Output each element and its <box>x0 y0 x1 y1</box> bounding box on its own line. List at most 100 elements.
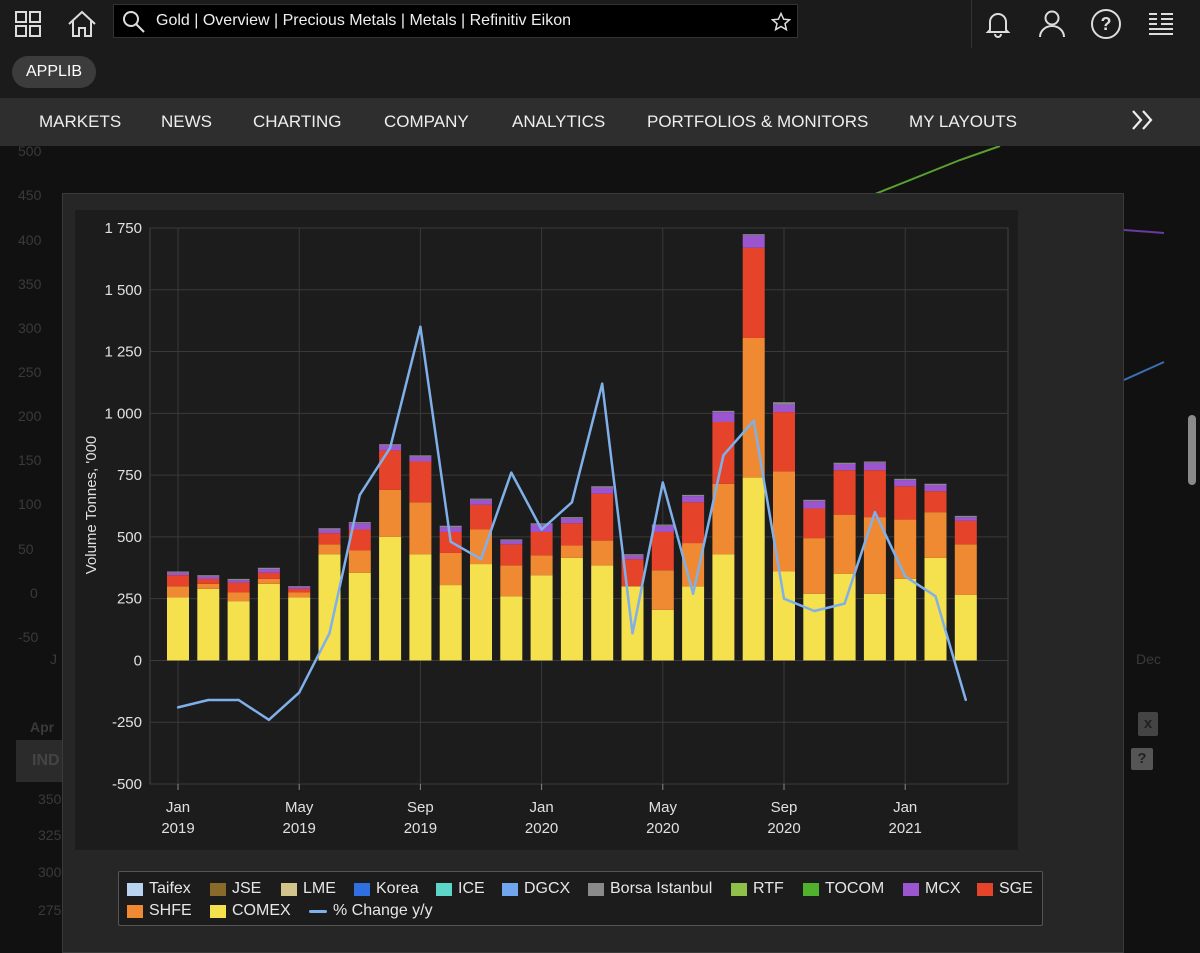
pct-change-point <box>782 597 786 600</box>
bar-sge <box>833 470 856 515</box>
nav-my-layouts[interactable]: MY LAYOUTS <box>909 112 1018 131</box>
bell-icon[interactable] <box>973 0 1023 48</box>
nav-markets[interactable]: MARKETS <box>39 112 122 131</box>
scrollbar-thumb[interactable] <box>1188 415 1196 485</box>
search-text[interactable]: Gold | Overview | Precious Metals | Meta… <box>156 12 571 29</box>
bar-comex <box>954 594 977 661</box>
legend-line-swatch <box>309 909 327 913</box>
bar-mcx <box>348 523 371 530</box>
bar-shfe <box>379 489 402 537</box>
legend-label: Borsa Istanbul <box>610 880 713 897</box>
menu-list-icon[interactable] <box>1136 0 1186 48</box>
legend-item-korea[interactable]: Korea <box>354 880 419 898</box>
bar-shfe <box>954 544 977 595</box>
bg-y-label: 250 <box>18 364 42 380</box>
bar-sge <box>257 572 280 579</box>
pct-change-point <box>510 471 513 474</box>
bg-y-label: 50 <box>18 541 34 557</box>
legend-item-pct-change[interactable]: % Change y/y <box>309 902 433 920</box>
bar-mcx <box>863 462 886 471</box>
user-icon[interactable] <box>1027 0 1077 48</box>
legend-item-taifex[interactable]: Taifex <box>127 880 191 898</box>
bar-sge <box>167 575 189 587</box>
bar-shfe <box>894 519 917 579</box>
y-tick-label: 500 <box>117 529 142 546</box>
pct-change-point <box>479 557 483 561</box>
bar-comex <box>379 536 402 661</box>
bar-comex <box>530 575 553 661</box>
bar-comex <box>227 601 250 661</box>
bar-sge <box>894 486 917 520</box>
bar-comex <box>924 557 947 661</box>
bar-mcx <box>560 518 583 524</box>
legend-item-tocom[interactable]: TOCOM <box>803 880 884 898</box>
legend-item-lme[interactable]: LME <box>281 880 336 898</box>
bar-mcx <box>833 463 856 471</box>
legend-item-sge[interactable]: SGE <box>977 880 1033 898</box>
bar-mcx <box>773 404 795 413</box>
legend-item-ice[interactable]: ICE <box>436 880 485 898</box>
home-icon[interactable] <box>58 0 106 48</box>
y-tick-label: -250 <box>112 714 142 731</box>
bar-mcx <box>742 235 765 248</box>
bar-sge <box>227 582 250 593</box>
bar-comex <box>560 557 583 661</box>
bar-comex <box>682 586 705 661</box>
pct-change-point <box>540 528 543 531</box>
bar-other-exchanges <box>227 578 250 581</box>
nav-company[interactable]: COMPANY <box>384 112 469 131</box>
bar-shfe <box>651 570 674 610</box>
bar-mcx <box>318 529 341 534</box>
legend-item-jse[interactable]: JSE <box>210 880 261 898</box>
nav-more-chevrons-icon[interactable] <box>1130 108 1170 136</box>
legend-swatch <box>502 882 518 896</box>
bg-y-label: 100 <box>18 496 42 512</box>
pct-change-point <box>843 602 846 605</box>
bar-shfe <box>348 550 371 573</box>
bar-mcx <box>439 527 462 532</box>
bar-comex <box>197 588 220 661</box>
pct-change-point <box>449 540 452 544</box>
pct-change-point <box>873 510 877 514</box>
applib-button[interactable]: APPLIB <box>12 56 97 88</box>
legend-item-borsa-istanbul[interactable]: Borsa Istanbul <box>588 880 712 898</box>
bar-other-exchanges <box>803 499 826 502</box>
app-grid-icon[interactable] <box>0 0 56 48</box>
bar-shfe <box>409 502 432 555</box>
help-icon[interactable]: ? <box>1081 0 1131 48</box>
legend-swatch <box>588 882 604 896</box>
nav-analytics[interactable]: ANALYTICS <box>512 112 606 131</box>
x-tick-year: 2020 <box>525 820 558 837</box>
bg-lower-label: 325 <box>38 827 62 843</box>
bar-other-exchanges <box>470 498 492 500</box>
legend-item-comex[interactable]: COMEX <box>210 902 291 920</box>
top-bar: Gold | Overview | Precious Metals | Meta… <box>0 0 1200 48</box>
bar-comex <box>803 593 826 661</box>
bar-mcx <box>621 555 644 560</box>
bar-sge <box>742 247 765 338</box>
bar-comex <box>288 597 311 661</box>
legend-item-rtf[interactable]: RTF <box>731 880 784 898</box>
svg-text:?: ? <box>1101 14 1112 34</box>
nav-portfolios-monitors[interactable]: PORTFOLIOS & MONITORS <box>647 112 869 131</box>
bar-mcx <box>227 580 250 583</box>
bar-other-exchanges <box>742 234 765 236</box>
x-tick-year: 2019 <box>283 820 316 837</box>
bar-mcx <box>470 499 492 505</box>
legend-label: DGCX <box>524 880 571 897</box>
nav-news[interactable]: NEWS <box>161 112 212 131</box>
search-bar[interactable]: Gold | Overview | Precious Metals | Meta… <box>113 4 798 38</box>
star-icon[interactable] <box>771 12 791 32</box>
bar-shfe <box>712 483 735 555</box>
x-tick-year: 2020 <box>646 820 679 837</box>
bar-mcx <box>591 487 614 494</box>
bar-sge <box>863 470 886 518</box>
legend-item-mcx[interactable]: MCX <box>903 880 961 898</box>
nav-charting[interactable]: CHARTING <box>253 112 342 131</box>
legend-item-dgcx[interactable]: DGCX <box>502 880 570 898</box>
bar-other-exchanges <box>924 483 947 485</box>
bar-comex <box>470 564 492 661</box>
bar-other-exchanges <box>439 525 462 528</box>
legend-label: JSE <box>232 880 262 897</box>
legend-item-shfe[interactable]: SHFE <box>127 902 192 920</box>
